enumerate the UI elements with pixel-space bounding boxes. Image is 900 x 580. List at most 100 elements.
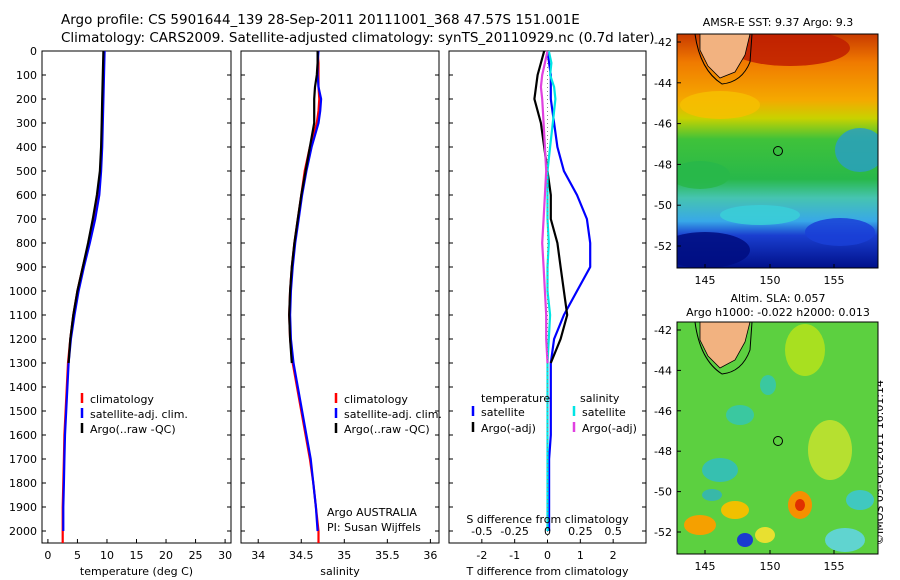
x-tick-label: 15: [130, 549, 144, 562]
x2-axis-label: S difference from climatology: [466, 513, 629, 526]
tasmania-land-2: [699, 321, 751, 369]
y-tick-label: 1900: [9, 501, 37, 514]
y-tick-label: 400: [16, 141, 37, 154]
legend-label: satellite: [481, 406, 525, 419]
map-y-tick-label: -44: [654, 77, 672, 90]
x-tick-label: -1: [509, 549, 520, 562]
series-line-s-argo-adj-: [539, 50, 549, 364]
y-tick-label: 1000: [9, 285, 37, 298]
map-y-tick-label: -46: [654, 405, 672, 418]
legend-label: Argo(..raw -QC): [344, 423, 430, 436]
x2-tick-label: -0.5: [471, 525, 492, 538]
map-x-tick-label: 145: [695, 274, 716, 287]
y-tick-label: 600: [16, 189, 37, 202]
legend-label: satellite-adj. clim.: [344, 408, 442, 421]
y-tick-label: 500: [16, 165, 37, 178]
x-tick-label: 0: [44, 549, 51, 562]
map-y-tick-label: -48: [654, 445, 672, 458]
legend-label: climatology: [344, 393, 408, 406]
map-y-tick-label: -52: [654, 240, 672, 253]
salinity-panel: 34 34.5 35 35.5 36 salinity climatology satelli…: [240, 50, 442, 578]
sst-argo-marker: [773, 146, 783, 156]
x-tick-label: 36: [423, 549, 437, 562]
x2-tick-label: 0: [544, 525, 551, 538]
x-tick-label: 35: [337, 549, 351, 562]
x-tick-label: 35.5: [375, 549, 400, 562]
map-y-tick-label: -48: [654, 158, 672, 171]
y-tick-label: 800: [16, 237, 37, 250]
series-line-argo-raw-qc-: [67, 50, 105, 364]
y-tick-label: 300: [16, 117, 37, 130]
x-tick-label: 2: [610, 549, 617, 562]
sst-map-title: AMSR-E SST: 9.37 Argo: 9.3: [703, 16, 854, 29]
y-tick-label: 900: [16, 261, 37, 274]
x-tick-label: 10: [100, 549, 114, 562]
y-tick-label: 1300: [9, 357, 37, 370]
plot-frame: [41, 50, 232, 544]
sla-map-panel: [676, 321, 879, 555]
x-tick-label: 34: [251, 549, 265, 562]
y-tick-label: 100: [16, 69, 37, 82]
x-tick-label: 1: [577, 549, 584, 562]
map-y-tick-label: -52: [654, 526, 672, 539]
x2-tick-label: -0.25: [500, 525, 528, 538]
x-axis-label: temperature (deg C): [80, 565, 193, 578]
annotation-line-1: Argo AUSTRALIA: [327, 506, 417, 519]
y-tick-label: 1100: [9, 309, 37, 322]
sla-argo-marker: [773, 436, 783, 446]
y-tick-label: 2000: [9, 525, 37, 538]
x2-tick-label: 0.5: [604, 525, 622, 538]
sst-map-panel: [676, 33, 879, 269]
legend-label: climatology: [90, 393, 154, 406]
y-tick-label: 200: [16, 93, 37, 106]
map-y-tick-label: -44: [654, 364, 672, 377]
x-tick-label: 30: [218, 549, 232, 562]
y-tick-label: 1700: [9, 453, 37, 466]
series-line-t-argo-adj-: [533, 50, 569, 364]
sla-map-ticks: 145 150 155 -42 -44 -46 -48 -50 -52: [654, 324, 844, 573]
y-tick-label: 1600: [9, 429, 37, 442]
y-tick-label: 1400: [9, 381, 37, 394]
map-x-tick-label: 150: [760, 274, 781, 287]
legend-label: satellite-adj. clim.: [90, 408, 188, 421]
map-x-tick-label: 155: [824, 274, 845, 287]
legend-title-temperature: temperature: [481, 392, 550, 405]
sst-map-ticks: 145 150 155 -42 -44 -46 -48 -50 -52: [654, 36, 844, 287]
x-axis-label: salinity: [320, 565, 360, 578]
map-x-tick-label: 155: [824, 560, 845, 573]
map-x-tick-label: 150: [760, 560, 781, 573]
difference-panel: -2 -1 0 1 2 T difference from climatology -0.5…: [448, 50, 647, 578]
legend-label: Argo(-adj): [582, 422, 637, 435]
x-tick-label: 34.5: [289, 549, 314, 562]
figure-title: Argo profile: CS 5901644_139 28-Sep-2011…: [61, 12, 580, 28]
series-line-argo-raw-qc-: [288, 51, 319, 364]
tasmania-land: [699, 33, 751, 79]
y-tick-label: 0: [30, 45, 37, 58]
x-axis-label: T difference from climatology: [466, 565, 629, 578]
x-tick-label: 25: [189, 549, 203, 562]
y-tick-label: 1800: [9, 477, 37, 490]
legend-label: Argo(-adj): [481, 422, 536, 435]
sla-map-title-2: Argo h1000: -0.022 h2000: 0.013: [686, 306, 870, 319]
figure-subtitle: Climatology: CARS2009. Satellite-adjuste…: [61, 30, 655, 46]
x-tick-label: -2: [476, 549, 487, 562]
map-y-tick-label: -50: [654, 486, 672, 499]
x-tick-label: 5: [74, 549, 81, 562]
y-tick-label: 700: [16, 213, 37, 226]
temperature-panel: 0100200300400500600700800900100011001200…: [9, 45, 232, 578]
map-y-tick-label: -50: [654, 199, 672, 212]
map-x-tick-label: 145: [695, 560, 716, 573]
sla-map-title-1: Altim. SLA: 0.057: [730, 292, 825, 305]
map-y-tick-label: -42: [654, 36, 672, 49]
legend-label: Argo(..raw -QC): [90, 423, 176, 436]
map-y-tick-label: -46: [654, 118, 672, 131]
y-tick-label: 1500: [9, 405, 37, 418]
annotation-line-2: PI: Susan Wijffels: [327, 521, 421, 534]
legend-title-salinity: salinity: [580, 392, 620, 405]
x2-tick-label: 0.25: [568, 525, 593, 538]
map-y-tick-label: -42: [654, 324, 672, 337]
x-tick-label: 0: [544, 549, 551, 562]
legend-label: satellite: [582, 406, 626, 419]
plot-frame: [240, 50, 440, 544]
